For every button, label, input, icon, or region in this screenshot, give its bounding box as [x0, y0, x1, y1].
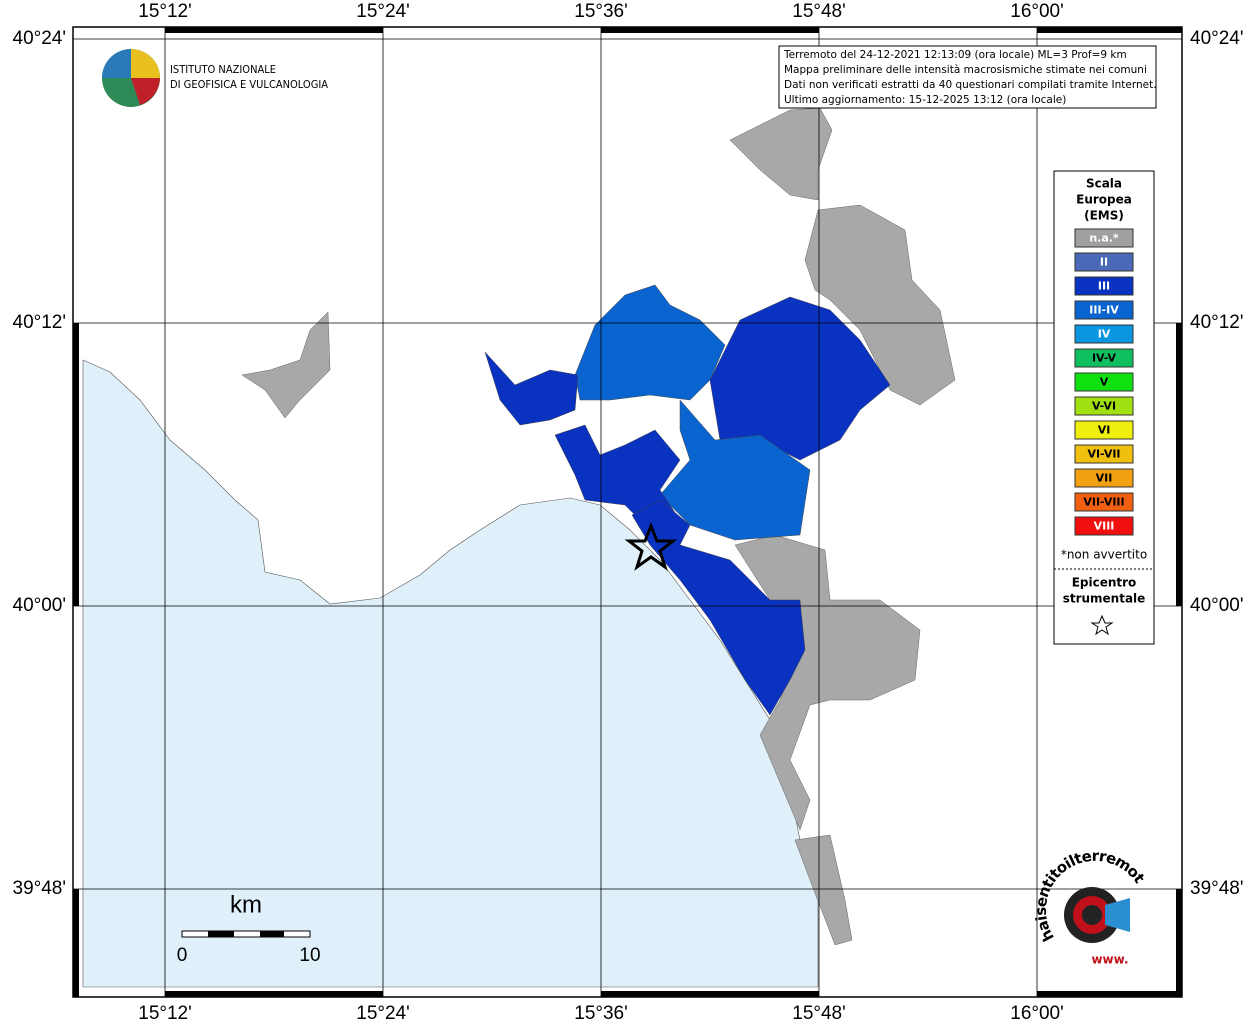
- longitude-label: 16°00': [1010, 1, 1064, 22]
- latitude-label: 40°12': [13, 312, 67, 333]
- legend-swatch: [1074, 516, 1134, 536]
- legend-epicenter: strumentale: [1063, 592, 1146, 606]
- badge-prefix: www.: [1091, 953, 1128, 967]
- legend-swatch: [1074, 324, 1134, 344]
- legend-label: V-VI: [1092, 400, 1116, 413]
- region: [484, 351, 579, 426]
- longitude-label: 15°24': [356, 1, 410, 22]
- latitude-label: 40°00': [1190, 595, 1244, 616]
- legend-label: IV-V: [1092, 352, 1117, 365]
- legend-swatch: [1074, 396, 1134, 416]
- epicenter: [624, 521, 678, 571]
- region: [659, 399, 811, 541]
- longitude-label: 15°48': [792, 1, 846, 22]
- longitude-label: 15°24': [356, 1003, 410, 1024]
- latitude-label: 40°24': [1190, 28, 1244, 49]
- legend-label: VII: [1096, 472, 1113, 485]
- region: [794, 834, 853, 946]
- region: [631, 499, 806, 716]
- region: [709, 296, 891, 461]
- longitude-label: 15°36': [574, 1, 628, 22]
- legend-swatch: [1074, 468, 1134, 488]
- legend-swatch: [1074, 348, 1134, 368]
- legend-title: (EMS): [1084, 209, 1124, 223]
- scale-unit: km: [230, 891, 262, 918]
- longitude-label: 15°48': [792, 1003, 846, 1024]
- legend-swatch: [1074, 444, 1134, 464]
- latitude-label: 40°24': [13, 28, 67, 49]
- legend-title: Scala: [1086, 177, 1122, 191]
- longitude-label: 15°12': [138, 1003, 192, 1024]
- legend-swatch: [1074, 228, 1134, 248]
- logo-text: ISTITUTO NAZIONALE: [170, 63, 276, 76]
- latitude-label: 40°00': [13, 595, 67, 616]
- legend-title: Europea: [1076, 193, 1132, 207]
- latitude-label: 39°48': [1190, 878, 1244, 899]
- legend-label: IV: [1098, 328, 1111, 341]
- info-box: [778, 45, 1157, 109]
- graticule: [73, 27, 1182, 997]
- longitude-label: 15°36': [574, 1003, 628, 1024]
- legend-label: VII-VIII: [1083, 496, 1124, 509]
- latitude-label: 40°12': [1190, 312, 1244, 333]
- longitude-label: 16°00': [1010, 1003, 1064, 1024]
- legend-swatch: [1074, 492, 1134, 512]
- info-line: Mappa preliminare delle intensità macros…: [784, 64, 1147, 76]
- region: [554, 424, 681, 531]
- legend-label: VI: [1098, 424, 1111, 437]
- legend-star: [1090, 614, 1114, 636]
- longitude-label: 15°12': [138, 1, 192, 22]
- scale-label: 0: [177, 945, 188, 966]
- legend-swatch: [1074, 372, 1134, 392]
- legend-label: II: [1100, 256, 1108, 269]
- region: [729, 107, 833, 201]
- info-line: Dati non verificati estratti da 40 quest…: [784, 79, 1157, 91]
- legend-footnote: *non avvertito: [1061, 548, 1147, 562]
- region: [804, 204, 956, 406]
- legend-epicenter: Epicentro: [1072, 576, 1137, 590]
- legend-swatch: [1074, 420, 1134, 440]
- frame-ticks: [73, 27, 1182, 997]
- scale-label: 10: [299, 945, 320, 966]
- legend-label: n.a.*: [1089, 232, 1119, 245]
- legend-swatch: [1074, 252, 1134, 272]
- info-line: Terremoto del 24-12-2021 12:13:09 (ora l…: [783, 49, 1127, 61]
- region: [241, 311, 331, 419]
- legend-label: VIII: [1094, 520, 1115, 533]
- legend-label: III-IV: [1089, 304, 1119, 317]
- latitude-label: 39°48': [13, 878, 67, 899]
- info-line: Ultimo aggiornamento: 15-12-2025 13:12 (…: [784, 94, 1066, 106]
- logo-text: DI GEOFISICA E VULCANOLOGIA: [170, 78, 328, 91]
- legend-swatch: [1074, 300, 1134, 320]
- legend-label: V: [1100, 376, 1109, 389]
- legend-swatch: [1074, 276, 1134, 296]
- legend-label: III: [1098, 280, 1110, 293]
- legend-label: VI-VII: [1087, 448, 1120, 461]
- scale-bar: [181, 930, 311, 938]
